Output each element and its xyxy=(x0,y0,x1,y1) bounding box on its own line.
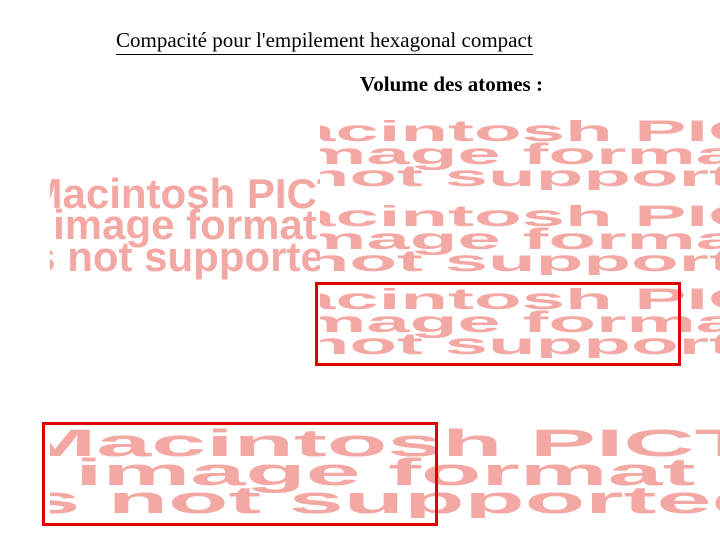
page-title: Compacité pour l'empilement hexagonal co… xyxy=(116,28,533,55)
pict-line: is not supported xyxy=(320,166,720,189)
subtitle-volume: Volume des atomes : xyxy=(360,72,543,97)
pict-line: is not supported xyxy=(50,241,320,273)
pict-placeholder-large: Macintosh PICT image format is not suppo… xyxy=(50,125,320,325)
pict-placeholder-small: Macintosh PICT image format is not suppo… xyxy=(320,205,720,275)
highlight-box xyxy=(315,282,681,366)
highlight-box xyxy=(42,422,438,526)
pict-line: is not supported xyxy=(320,251,720,274)
pict-placeholder-small: Macintosh PICT image format is not suppo… xyxy=(320,120,720,190)
